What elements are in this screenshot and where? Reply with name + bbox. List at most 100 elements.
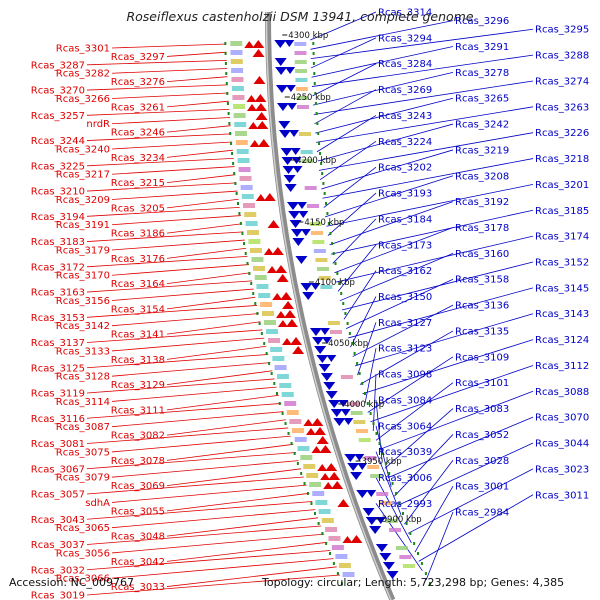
cds-feature [268,338,281,343]
tick-dot [281,412,284,415]
left-gene-label: Rcas_3082 [111,431,165,442]
left-gene-label: Rcas_3261 [111,102,165,113]
left-connector [86,182,237,192]
right-gene-label: Rcas_3098 [378,370,432,381]
left-connector [166,149,233,158]
right-gene-label: Rcas_3084 [378,395,432,406]
right-gene-label: Rcas_3109 [455,352,509,363]
reverse-gene-arrow [300,229,311,236]
cds-feature [342,572,355,577]
right-gene-label: Rcas_3265 [455,94,509,105]
tick-dot [224,62,227,65]
left-gene-label: Rcas_3156 [56,296,110,307]
left-connector [111,141,233,150]
left-connector [166,198,239,209]
left-gene-label: Rcas_3276 [111,77,165,88]
right-connector [310,37,377,69]
left-gene-label: Rcas_3133 [56,346,110,357]
cds-feature [251,257,264,262]
cds-feature [237,158,250,163]
right-gene-label: Rcas_3193 [378,189,432,200]
left-connector [166,468,302,486]
tick-dot [378,442,381,445]
cds-feature [312,240,325,244]
tick-dot [340,292,343,295]
tick-dot [236,202,239,205]
tick-dot [287,432,290,435]
tick-dot [329,232,332,235]
reverse-gene-arrow [289,130,300,137]
cds-feature [235,131,248,136]
kbp-label: 3950 kbp [362,457,402,467]
right-gene-label: Rcas_3023 [535,464,589,475]
tick-dot [252,292,255,295]
right-gene-label: Rcas_3083 [455,404,509,415]
tick-dot [312,52,315,55]
forward-gene-arrow [292,346,305,354]
right-gene-label: Rcas_3263 [535,102,589,113]
left-connector [86,403,282,419]
tick-dot [225,72,228,75]
cds-feature [270,347,283,352]
reverse-gene-arrow [356,490,369,498]
genome-strip [224,12,431,600]
cds-feature [299,132,312,136]
reverse-gene-arrow [328,400,341,408]
map-title: Roseiflexus castenholzii DSM 13941, comp… [126,9,473,24]
reverse-gene-arrow [292,238,305,246]
tick-dot [227,112,230,115]
right-connector [343,270,377,320]
cds-feature [294,60,307,64]
tick-dot [225,82,228,85]
forward-gene-arrow [282,338,293,345]
cds-feature [370,474,383,478]
forward-gene-arrow [252,40,265,48]
right-gene-label: Rcas_3006 [378,473,432,484]
left-connector [111,215,241,226]
tick-dot [254,302,257,305]
right-connector [311,54,534,87]
reverse-gene-arrow [286,103,297,110]
left-gene-label: Rcas_3066 [56,574,110,585]
left-gene-label: Rcas_3186 [111,229,165,240]
cds-feature [297,446,310,451]
cds-feature [389,528,402,532]
right-connector [370,365,534,423]
tick-dot [384,462,387,465]
forward-gene-arrow [282,301,295,309]
left-connector [166,492,310,512]
forward-gene-arrow [328,472,341,480]
right-gene-label: Rcas_3070 [535,413,589,424]
reverse-gene-arrow [312,337,325,345]
cds-feature [248,239,261,244]
right-gene-label: Rcas_3136 [455,301,509,312]
left-connector [86,280,253,293]
reverse-gene-arrow [316,355,329,363]
reverse-gene-arrow [302,292,315,300]
tick-dot [391,482,394,485]
right-connector [375,477,412,543]
forward-gene-arrow [337,499,350,507]
cds-feature [284,401,297,406]
right-connector [324,175,454,218]
tick-dot [318,142,321,145]
left-gene-label: Rcas_3055 [111,506,165,517]
reverse-gene-arrow [291,157,302,164]
left-connector [166,370,273,386]
left-connector [111,313,259,327]
left-connector [86,59,227,66]
cds-feature [276,374,289,379]
cds-feature [239,176,252,181]
right-gene-label: Rcas_3158 [455,275,509,286]
right-gene-label: Rcas_3011 [535,490,589,501]
accession-text: Accession: NC_009767 [9,576,134,589]
reverse-gene-arrow [284,184,297,192]
left-connector [111,337,265,352]
left-connector [86,305,258,318]
right-connector [375,399,383,460]
right-connector [425,511,454,581]
cds-feature [313,249,326,253]
cds-feature [230,50,243,55]
cds-feature [281,392,294,397]
left-gene-label: Rcas_3282 [56,69,110,80]
